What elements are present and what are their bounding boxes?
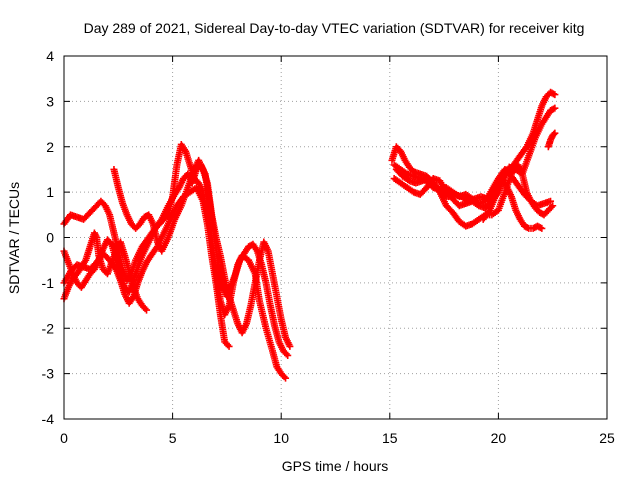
- y-tick-label: -3: [42, 366, 55, 382]
- series-t4: [110, 156, 294, 350]
- data-points: [60, 88, 559, 382]
- data-point: [282, 350, 290, 358]
- data-point: [141, 305, 149, 313]
- x-tick-label: 0: [60, 430, 68, 446]
- data-point: [286, 342, 294, 350]
- y-tick-label: 1: [46, 184, 54, 200]
- series-t11: [390, 161, 555, 210]
- data-point: [549, 202, 557, 210]
- x-tick-label: 10: [273, 430, 289, 446]
- data-point: [551, 104, 559, 112]
- x-axis-label: GPS time / hours: [282, 458, 389, 474]
- y-tick-label: -1: [42, 275, 55, 291]
- series-t10: [544, 129, 559, 151]
- y-tick-label: 0: [46, 230, 54, 246]
- data-point: [550, 130, 558, 138]
- data-point: [547, 203, 555, 211]
- data-point: [282, 374, 290, 382]
- x-tick-label: 25: [599, 430, 615, 446]
- y-tick-label: -4: [42, 411, 55, 427]
- data-point: [280, 373, 288, 381]
- plot-frame: [63, 55, 608, 420]
- data-point: [538, 224, 546, 232]
- y-tick-label: -2: [42, 320, 55, 336]
- x-tick-label: 5: [169, 430, 177, 446]
- axis-ticks: 0 5 10 15 20 25 -4 -3 -2 -1 0 1 2 3 4: [42, 48, 615, 446]
- data-point: [143, 306, 151, 314]
- data-point: [551, 129, 559, 137]
- data-point: [551, 91, 559, 99]
- x-tick-label: 15: [382, 430, 398, 446]
- series-t5: [60, 184, 233, 350]
- data-point: [547, 197, 555, 205]
- series-t9: [479, 104, 559, 223]
- y-tick-label: 3: [46, 93, 54, 109]
- y-tick-label: 2: [46, 139, 54, 155]
- data-point: [284, 351, 292, 359]
- y-axis-label: SDTVAR / TECUs: [6, 182, 22, 294]
- chart-title: Day 289 of 2021, Sidereal Day-to-day VTE…: [84, 20, 585, 36]
- x-tick-label: 20: [491, 430, 507, 446]
- grid-lines: [64, 56, 607, 419]
- y-tick-label: 4: [46, 48, 54, 64]
- data-point: [225, 342, 233, 350]
- data-point: [224, 341, 232, 349]
